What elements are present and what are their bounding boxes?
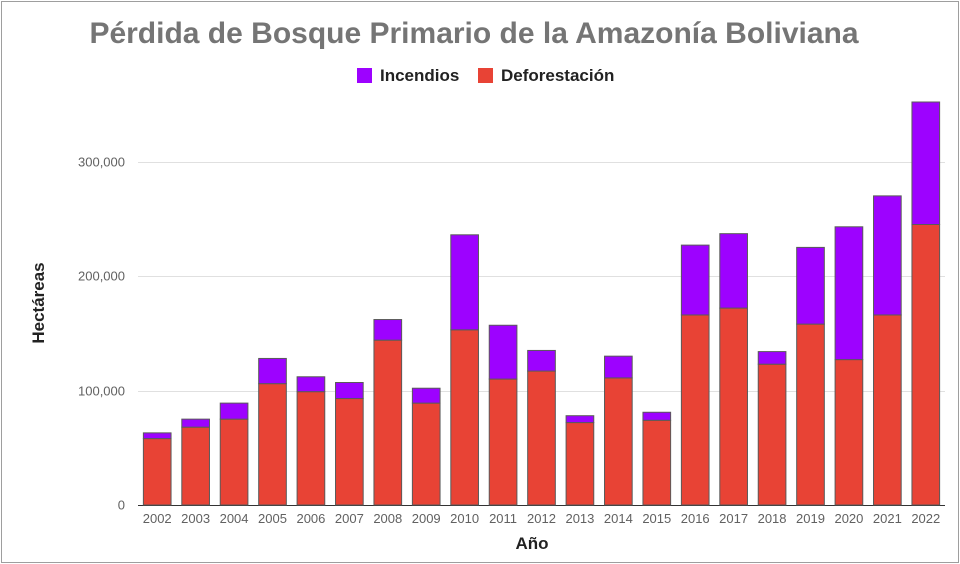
bar-deforestacion-2021 [873, 314, 902, 506]
x-tick-label: 2015 [642, 511, 671, 526]
x-tick-label: 2013 [565, 511, 594, 526]
bar-deforestacion-2004 [219, 418, 249, 506]
bar-deforestacion-2018 [757, 363, 787, 506]
x-tick-label: 2003 [181, 511, 210, 526]
chart-title: Pérdida de Bosque Primario de la Amazoní… [89, 17, 858, 50]
bar-incendios-2009 [411, 387, 441, 404]
bar-incendios-2017 [719, 233, 748, 309]
x-axis-ticks: 2002 2003 2004 2005 2006 2007 2008 2009 2010 2011… [143, 511, 941, 526]
bar-deforestacion-2013 [565, 422, 595, 506]
bar-incendios-2004 [219, 402, 249, 420]
y-tick-label: 0 [118, 498, 125, 513]
x-tick-label: 2018 [758, 511, 787, 526]
x-tick-label: 2007 [335, 511, 364, 526]
bar-incendios-2002 [142, 432, 172, 440]
bar-deforestacion-2003 [181, 426, 210, 506]
legend-label-deforestacion: Deforestación [501, 66, 614, 85]
legend: Incendios Deforestación [357, 66, 614, 85]
x-tick-label: 2017 [719, 511, 748, 526]
bar-deforestacion-2020 [834, 359, 864, 506]
bar-deforestacion-2015 [642, 419, 672, 506]
y-axis-title: Hectáreas [29, 262, 48, 343]
bar-incendios-2014 [604, 355, 633, 379]
x-tick-label: 2019 [796, 511, 825, 526]
bar-deforestacion-2022 [911, 224, 941, 506]
bar-incendios-2013 [565, 415, 595, 424]
y-tick-label: 100,000 [78, 384, 125, 399]
bar-deforestacion-2007 [335, 398, 364, 506]
bar-incendios-2007 [335, 382, 364, 400]
legend-label-incendios: Incendios [380, 66, 459, 85]
bar-deforestacion-2011 [488, 378, 518, 506]
bar-deforestacion-2017 [719, 307, 748, 506]
bar-deforestacion-2008 [373, 339, 403, 506]
bar-deforestacion-2016 [680, 314, 710, 506]
bars [142, 101, 941, 506]
x-axis-title: Año [515, 534, 548, 553]
x-tick-label: 2005 [258, 511, 287, 526]
x-tick-label: 2016 [681, 511, 710, 526]
bar-incendios-2021 [873, 195, 902, 316]
y-axis-ticks: 0 100,000 200,000 300,000 [78, 155, 125, 513]
y-tick-label: 300,000 [78, 155, 125, 170]
bar-deforestacion-2019 [796, 323, 825, 506]
bar-incendios-2008 [373, 319, 403, 341]
bar-deforestacion-2006 [296, 391, 326, 506]
bar-incendios-2012 [527, 349, 556, 372]
bar-deforestacion-2010 [450, 329, 479, 506]
x-tick-label: 2011 [489, 511, 517, 526]
bar-incendios-2006 [296, 376, 326, 393]
x-tick-label: 2021 [873, 511, 902, 526]
bar-incendios-2018 [757, 351, 787, 365]
bar-deforestacion-2005 [258, 383, 287, 506]
bar-incendios-2005 [258, 357, 287, 385]
legend-swatch-deforestacion [478, 68, 493, 83]
bar-incendios-2022 [911, 101, 941, 225]
bar-deforestacion-2012 [527, 370, 556, 506]
bar-incendios-2020 [834, 226, 864, 361]
x-tick-label: 2009 [412, 511, 441, 526]
legend-swatch-incendios [357, 68, 372, 83]
bar-incendios-2015 [642, 411, 672, 421]
bar-incendios-2010 [450, 234, 479, 331]
x-tick-label: 2010 [450, 511, 479, 526]
x-tick-label: 2008 [373, 511, 402, 526]
x-tick-label: 2006 [296, 511, 325, 526]
x-tick-label: 2004 [220, 511, 249, 526]
bar-incendios-2016 [680, 244, 710, 316]
bar-incendios-2003 [181, 418, 210, 428]
bar-incendios-2011 [488, 324, 518, 380]
x-tick-label: 2022 [911, 511, 940, 526]
y-tick-label: 200,000 [78, 269, 125, 284]
x-tick-label: 2020 [834, 511, 863, 526]
bar-deforestacion-2009 [411, 402, 441, 506]
bar-deforestacion-2002 [142, 438, 172, 506]
bar-incendios-2019 [796, 246, 825, 325]
bar-deforestacion-2014 [604, 377, 633, 506]
x-tick-label: 2002 [143, 511, 172, 526]
x-tick-label: 2012 [527, 511, 556, 526]
x-tick-label: 2014 [604, 511, 633, 526]
